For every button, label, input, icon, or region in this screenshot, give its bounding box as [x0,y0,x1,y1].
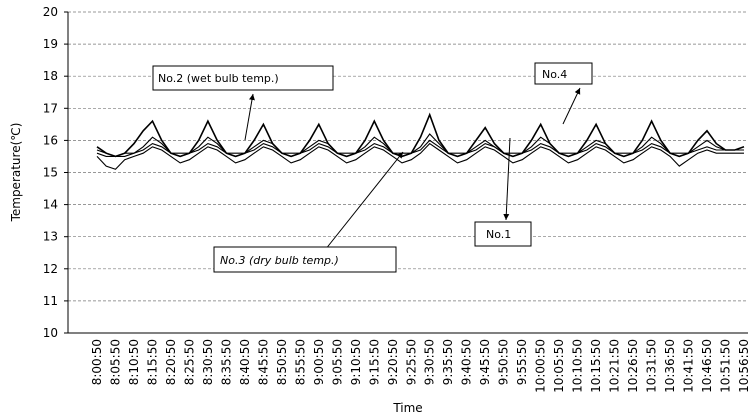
y-axis-title: Temperature(℃) [9,123,23,223]
y-tick-label: 20 [43,5,58,19]
x-tick-label: 10:41:50 [682,339,696,393]
x-tick-label: 9:10:50 [349,339,363,385]
annotation: No.2 (wet bulb temp.) [158,72,279,85]
annotation-box [474,221,532,247]
y-tick-label: 14 [43,198,58,212]
x-tick-label: 10:10:50 [571,339,585,393]
x-tick-label: 8:20:50 [164,339,178,385]
series-line [96,139,744,157]
x-tick-label: 8:05:50 [108,339,122,385]
x-tick-label: 8:55:50 [293,339,307,385]
x-tick-label: 10:15:50 [589,339,603,393]
x-tick-label: 10:46:50 [700,339,714,393]
y-tick-label: 11 [43,294,58,308]
x-tick-label: 8:00:50 [90,339,104,385]
x-tick-label: 9:25:50 [404,339,418,385]
x-tick-label: 9:45:50 [478,339,492,385]
annotations: No.2 (wet bulb temp.) No.4 No.1 No.3 (dr… [152,62,593,273]
x-tick-label: 10:05:50 [552,339,566,393]
x-tick-label: 8:35:50 [219,339,233,385]
arrow [324,151,404,251]
series-line [96,133,744,157]
x-tick-label: 10:51:50 [719,339,733,393]
y-tick-label: 17 [43,101,58,115]
x-tick-label: 10:00:50 [534,339,548,393]
x-tick-label: 10:26:50 [626,339,640,393]
x-tick-label: 8:40:50 [238,339,252,385]
series-line [96,142,744,170]
x-tick-label: 9:50:50 [497,339,511,385]
annotation-box [534,62,593,85]
x-tick-label: 9:05:50 [330,339,344,385]
y-tick-label: 18 [43,69,58,83]
arrow [562,87,581,125]
y-tick-label: 13 [43,230,58,244]
arrow [244,93,255,141]
series-line [96,112,745,158]
annotation: No.1 [486,228,511,241]
x-tick-label: 8:45:50 [256,339,270,385]
annotation: No.3 (dry bulb temp.) [220,254,339,267]
y-tick-label: 19 [43,37,58,51]
x-tick-label: 9:30:50 [423,339,437,385]
x-axis-title: Time [392,401,422,415]
x-tick-label: 9:20:50 [386,339,400,385]
y-tick-label: 10 [43,326,58,340]
y-tick-label: 16 [43,133,58,147]
x-tick-label: 8:30:50 [201,339,215,385]
annotation: No.4 [542,68,567,81]
x-tick-label: 9:55:50 [515,339,529,385]
x-tick-label: 9:00:50 [312,339,326,385]
x-tick-label: 10:36:50 [663,339,677,393]
annotation-box [152,65,334,91]
x-tick-label: 10:31:50 [645,339,659,393]
annotation-box [213,246,397,273]
x-tick-label: 9:15:50 [367,339,381,385]
x-tick-label: 10:56:50 [737,339,751,393]
x-tick-label: 9:40:50 [460,339,474,385]
x-tick-label: 8:50:50 [275,339,289,385]
x-tick-label: 9:35:50 [441,339,455,385]
y-tick-label: 12 [43,262,58,276]
x-tick-label: 8:15:50 [145,339,159,385]
x-tick-label: 8:10:50 [127,339,141,385]
y-tick-label: 15 [43,166,58,180]
arrow [503,137,511,221]
x-tick-label: 10:21:50 [608,339,622,393]
x-tick-label: 8:25:50 [182,339,196,385]
